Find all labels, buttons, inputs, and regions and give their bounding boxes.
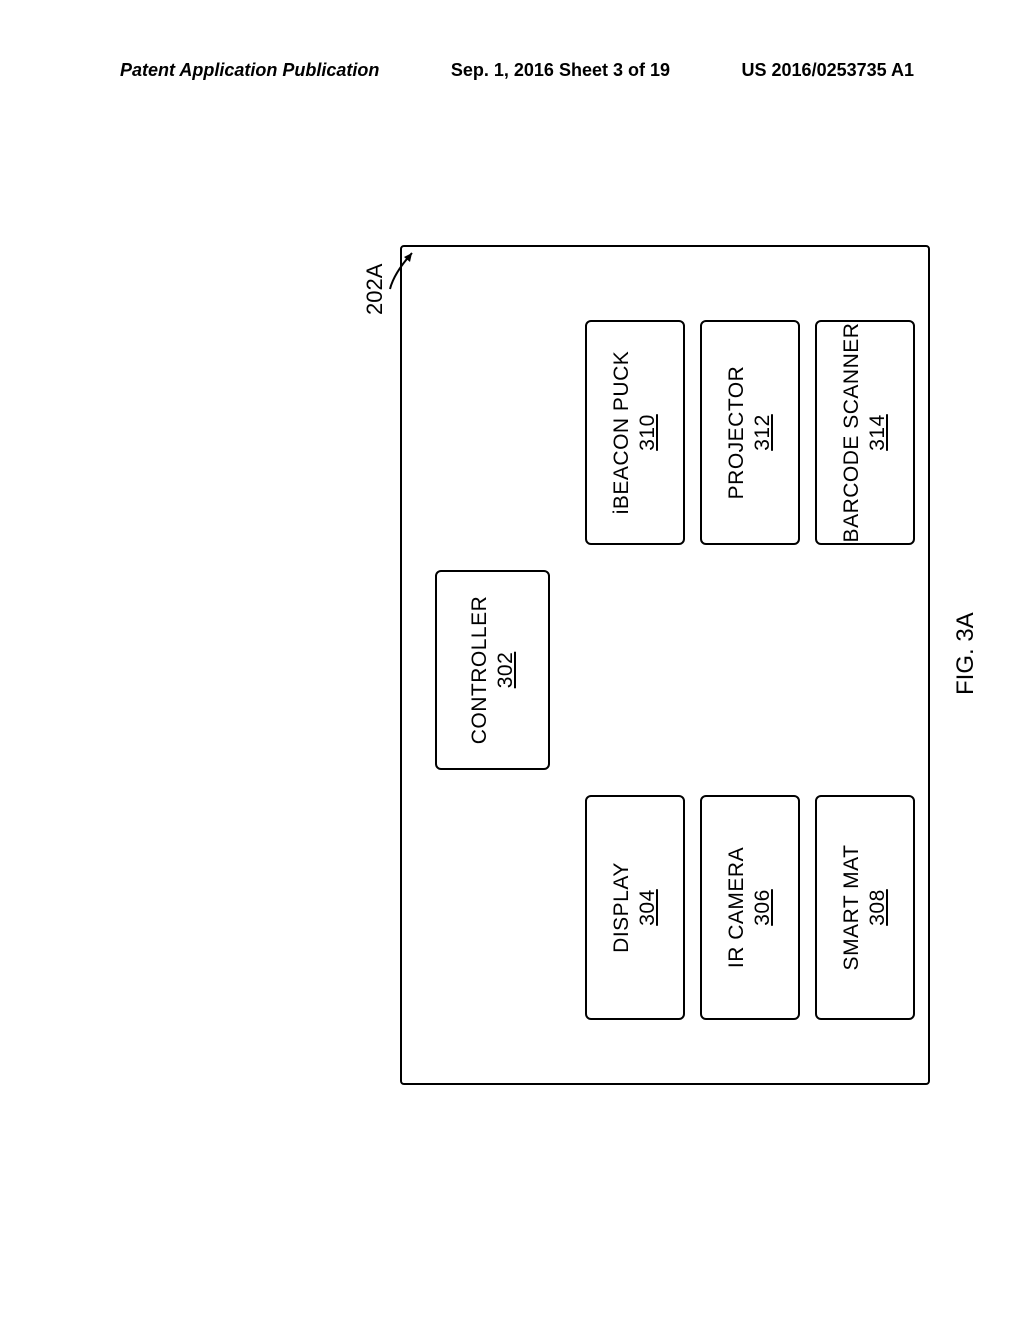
- block-title: iBEACON PUCK: [610, 351, 634, 515]
- block-controller: CONTROLLER 302: [435, 570, 550, 770]
- block-title: BARCODE SCANNER: [840, 323, 864, 543]
- block-ref: 302: [494, 652, 518, 689]
- reference-label-202a: 202A: [362, 264, 388, 315]
- block-ref: 312: [751, 414, 775, 451]
- block-ref: 304: [636, 889, 660, 926]
- block-barcode-scanner: BARCODE SCANNER 314: [815, 320, 915, 545]
- block-smart-mat: SMART MAT 308: [815, 795, 915, 1020]
- header-center: Sep. 1, 2016 Sheet 3 of 19: [451, 60, 670, 81]
- block-ref: 308: [866, 889, 890, 926]
- page-header: Patent Application Publication Sep. 1, 2…: [0, 60, 1024, 81]
- block-ibeacon-puck: iBEACON PUCK 310: [585, 320, 685, 545]
- block-ir-camera: IR CAMERA 306: [700, 795, 800, 1020]
- block-title: DISPLAY: [610, 862, 634, 953]
- figure-caption: FIG. 3A: [952, 612, 980, 695]
- block-title: SMART MAT: [840, 845, 864, 971]
- block-ref: 314: [866, 414, 890, 451]
- patent-page: Patent Application Publication Sep. 1, 2…: [0, 0, 1024, 1320]
- block-title: IR CAMERA: [725, 847, 749, 968]
- figure-3a: 202A CONTROLLER 302 DISPLAY 304 IR CAMER…: [370, 215, 960, 1115]
- header-left: Patent Application Publication: [120, 60, 379, 81]
- block-display: DISPLAY 304: [585, 795, 685, 1020]
- block-ref: 306: [751, 889, 775, 926]
- block-projector: PROJECTOR 312: [700, 320, 800, 545]
- leader-line-202a: [388, 243, 414, 293]
- block-title: PROJECTOR: [725, 366, 749, 500]
- header-right: US 2016/0253735 A1: [742, 60, 914, 81]
- block-ref: 310: [636, 414, 660, 451]
- block-title: CONTROLLER: [468, 596, 492, 745]
